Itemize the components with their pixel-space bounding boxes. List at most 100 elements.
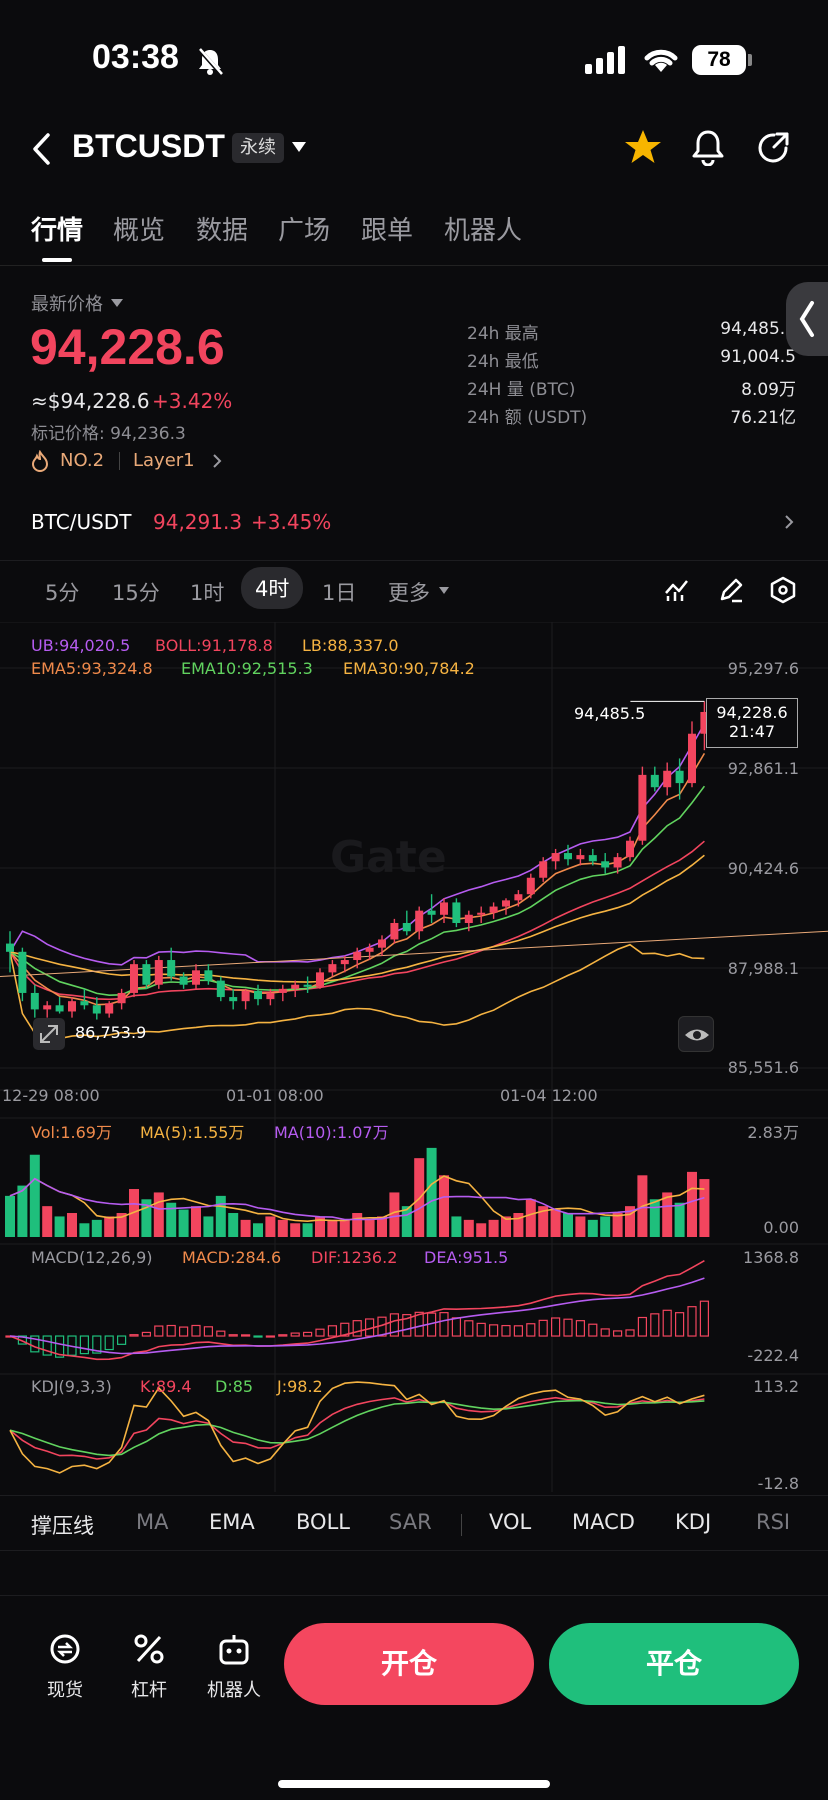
current-price-box: 94,228.6 21:47	[706, 698, 798, 748]
kdj-lines	[9, 1381, 705, 1474]
kline-chart[interactable]: Gate	[0, 622, 828, 1494]
price-change: +3.42%	[152, 389, 233, 413]
time-tick-1: 12-29 08:00	[2, 1086, 100, 1105]
vol-tick-max: 2.83万	[747, 1123, 799, 1142]
indicator-macd[interactable]: MACD	[572, 1510, 635, 1534]
price-tick-3: 90,424.6	[727, 859, 799, 878]
tab-copy-trading[interactable]: 跟单	[361, 216, 414, 246]
indicator-vol[interactable]: VOL	[489, 1510, 532, 1534]
interval-4h[interactable]: 4时	[241, 567, 304, 609]
indicator-boll[interactable]: BOLL	[296, 1510, 350, 1534]
macd-bar	[674, 1312, 685, 1337]
candle	[688, 733, 696, 784]
stat-label-volume: 24H 量 (BTC)	[467, 380, 576, 400]
candle	[179, 976, 188, 985]
spot-price-row[interactable]: BTC/USDT 94,291.3 +3.45%	[0, 500, 828, 544]
nav-robot[interactable]: 机器人	[197, 1632, 271, 1702]
bell-icon[interactable]	[690, 128, 726, 166]
macd-bar	[464, 1320, 474, 1337]
candle	[539, 861, 548, 878]
candle	[43, 1005, 52, 1010]
sector-chevron-icon[interactable]	[212, 453, 222, 469]
candle	[613, 857, 622, 868]
tab-market[interactable]: 行情	[31, 216, 84, 246]
interval-5m[interactable]: 5分	[45, 581, 80, 605]
side-chevron-icon[interactable]	[798, 300, 816, 338]
share-icon[interactable]	[756, 130, 792, 166]
volume-bar	[29, 1154, 40, 1237]
interval-1d[interactable]: 1日	[322, 581, 357, 605]
candle	[638, 774, 647, 841]
candle	[427, 910, 436, 915]
spot-chevron-icon[interactable]	[784, 514, 794, 530]
indicator-support-resistance[interactable]: 撑压线	[31, 1514, 94, 1538]
spot-price: 94,291.3	[153, 510, 243, 534]
bottom-bar: 现货 杠杆 机器人	[0, 1595, 828, 1800]
spot-icon[interactable]	[48, 1632, 82, 1666]
legend-ema30: EMA30:90,784.2	[343, 659, 475, 678]
chart-settings-icon[interactable]	[770, 576, 796, 604]
ema10-line	[9, 785, 706, 997]
candle	[303, 984, 312, 987]
star-icon[interactable]	[624, 128, 662, 166]
interval-more-caret-icon[interactable]	[438, 586, 450, 595]
volume-bar	[290, 1223, 301, 1237]
volume-bar	[91, 1219, 102, 1237]
interval-1h[interactable]: 1时	[190, 581, 225, 605]
macd-bar	[141, 1331, 151, 1337]
nav-robot-label: 机器人	[207, 1680, 261, 1701]
leverage-icon[interactable]	[132, 1632, 166, 1666]
indicator-ma[interactable]: MA	[136, 1510, 169, 1534]
robot-icon[interactable]	[217, 1632, 251, 1666]
volume-bar	[302, 1223, 313, 1237]
candle	[142, 964, 151, 985]
price-tick-4: 87,988.1	[727, 959, 799, 978]
caret-down-icon[interactable]	[290, 140, 308, 154]
indicator-rsi[interactable]: RSI	[756, 1510, 791, 1534]
volume-bar	[228, 1213, 239, 1237]
nav-spot-label: 现货	[47, 1680, 83, 1701]
indicator-kdj[interactable]: KDJ	[675, 1510, 712, 1534]
pair-title[interactable]: BTCUSDT	[72, 128, 225, 164]
nav-leverage[interactable]: 杠杆	[112, 1632, 186, 1702]
candle	[700, 711, 709, 734]
candle	[241, 990, 250, 1002]
tab-bots[interactable]: 机器人	[444, 216, 523, 246]
macd-bar	[451, 1317, 461, 1337]
close-position-button[interactable]: 平仓	[549, 1623, 799, 1705]
tab-data[interactable]: 数据	[196, 216, 249, 246]
toggle-visibility-button[interactable]	[678, 1016, 714, 1052]
fullscreen-button[interactable]	[33, 1018, 65, 1050]
candle	[502, 900, 510, 907]
usd-price: ≈$94,228.6	[31, 389, 150, 413]
rank-badge[interactable]: NO.2	[60, 450, 105, 471]
macd-bar	[414, 1311, 424, 1337]
ema30-line	[9, 854, 705, 983]
volume-bar	[662, 1192, 673, 1237]
draw-tool-icon[interactable]	[718, 577, 744, 603]
sector-tag[interactable]: Layer1	[133, 450, 195, 471]
back-icon[interactable]	[30, 132, 54, 166]
expand-icon[interactable]	[33, 1018, 65, 1050]
volume-bar	[377, 1216, 387, 1237]
volume-bar	[203, 1216, 214, 1237]
side-panel-handle[interactable]	[786, 282, 828, 356]
tab-square[interactable]: 广场	[278, 216, 331, 246]
volume-bar	[42, 1206, 53, 1237]
macd-bar	[30, 1335, 40, 1353]
price-type-selector[interactable]: 最新价格	[31, 294, 103, 315]
candle	[402, 923, 411, 932]
open-position-button[interactable]: 开仓	[284, 1623, 534, 1705]
interval-15m[interactable]: 15分	[112, 581, 160, 605]
indicator-ema[interactable]: EMA	[209, 1510, 255, 1534]
indicator-sar[interactable]: SAR	[389, 1510, 432, 1534]
macd-bar	[699, 1300, 710, 1337]
price-type-caret-icon[interactable]	[110, 298, 124, 308]
tab-overview[interactable]: 概览	[113, 216, 166, 246]
nav-spot[interactable]: 现货	[28, 1632, 102, 1702]
indicator-settings-icon[interactable]	[664, 577, 690, 603]
volume-bar	[141, 1199, 152, 1237]
volume-bar	[153, 1192, 164, 1237]
eye-icon[interactable]	[679, 1017, 715, 1053]
interval-more[interactable]: 更多	[388, 581, 430, 605]
